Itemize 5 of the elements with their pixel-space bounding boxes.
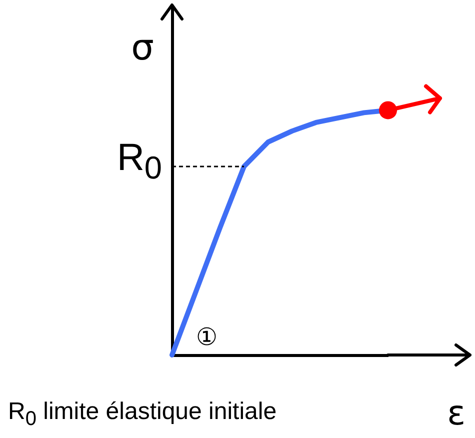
- ref-line-label: R$_{0}$: [116, 136, 162, 186]
- text: R$_{0}$ limite élastique initiale: [8, 398, 277, 431]
- annotation: ①: [196, 323, 218, 352]
- y-axis-title: σ: [131, 28, 154, 68]
- x-axis-title: ε: [447, 394, 466, 434]
